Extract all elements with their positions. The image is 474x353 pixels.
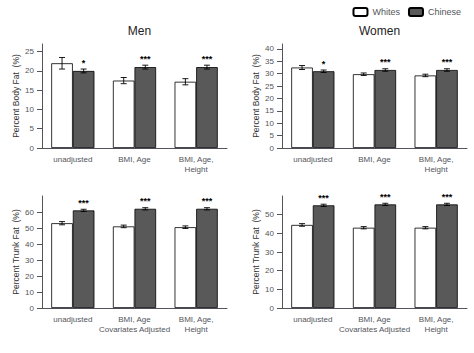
svg-text:20: 20 [265,94,274,103]
svg-text:unadjusted: unadjusted [53,315,92,324]
svg-text:30: 30 [25,256,34,265]
svg-text:*: * [322,59,326,69]
svg-text:Covariates Adjusted: Covariates Adjusted [339,325,410,334]
svg-text:0: 0 [30,304,35,313]
svg-text:60: 60 [25,208,34,217]
svg-text:***: *** [380,192,391,202]
svg-text:Whites: Whites [372,7,400,17]
svg-text:Height: Height [185,325,209,334]
svg-text:5: 5 [270,131,275,140]
svg-text:0: 0 [270,304,275,313]
svg-text:5: 5 [30,124,35,133]
svg-text:BMI, Age: BMI, Age [118,315,151,324]
svg-text:***: *** [140,196,151,206]
svg-text:Covariates Adjusted: Covariates Adjusted [99,325,170,334]
svg-text:Percent Body Fat (%): Percent Body Fat (%) [11,54,21,138]
svg-text:25: 25 [25,47,34,56]
svg-text:20: 20 [265,266,274,275]
svg-text:Percent Trunk Fat (%): Percent Trunk Fat (%) [251,209,261,295]
svg-text:35: 35 [265,57,274,66]
svg-text:10: 10 [265,119,274,128]
svg-text:***: *** [202,196,213,206]
svg-text:***: *** [318,193,329,203]
svg-text:unadjusted: unadjusted [293,315,332,324]
svg-text:10: 10 [25,105,34,114]
svg-text:0: 0 [30,144,35,153]
svg-text:40: 40 [265,44,274,53]
svg-text:BMI, Age,: BMI, Age, [179,315,214,324]
svg-text:unadjusted: unadjusted [293,155,332,164]
svg-text:20: 20 [25,272,34,281]
svg-text:***: *** [140,54,151,64]
svg-text:***: *** [78,198,89,208]
svg-text:10: 10 [265,285,274,294]
svg-text:***: *** [380,57,391,67]
svg-text:Men: Men [128,24,151,38]
svg-text:40: 40 [265,229,274,238]
svg-text:25: 25 [265,82,274,91]
svg-text:BMI, Age: BMI, Age [358,155,391,164]
svg-text:Chinese: Chinese [428,7,461,17]
svg-text:***: *** [442,57,453,67]
svg-text:unadjusted: unadjusted [53,155,92,164]
svg-text:30: 30 [265,248,274,257]
svg-text:*: * [82,58,86,68]
svg-text:Women: Women [359,24,400,38]
svg-text:50: 50 [25,224,34,233]
svg-text:BMI, Age,: BMI, Age, [419,155,454,164]
svg-text:Percent Body Fat (%): Percent Body Fat (%) [251,54,261,138]
svg-text:Height: Height [185,165,209,174]
svg-text:BMI, Age,: BMI, Age, [419,315,454,324]
svg-text:BMI, Age,: BMI, Age, [179,155,214,164]
svg-text:15: 15 [265,106,274,115]
svg-text:BMI, Age: BMI, Age [358,315,391,324]
svg-text:50: 50 [265,210,274,219]
svg-text:40: 40 [25,240,34,249]
svg-text:Height: Height [425,165,449,174]
svg-text:Height: Height [425,325,449,334]
svg-text:***: *** [442,192,453,202]
svg-text:30: 30 [265,69,274,78]
svg-text:***: *** [202,54,213,64]
svg-text:10: 10 [25,288,34,297]
svg-text:0: 0 [270,144,275,153]
svg-text:BMI, Age: BMI, Age [118,155,151,164]
svg-text:Percent Trunk Fat (%): Percent Trunk Fat (%) [11,209,21,295]
svg-text:15: 15 [25,86,34,95]
svg-text:20: 20 [25,66,34,75]
